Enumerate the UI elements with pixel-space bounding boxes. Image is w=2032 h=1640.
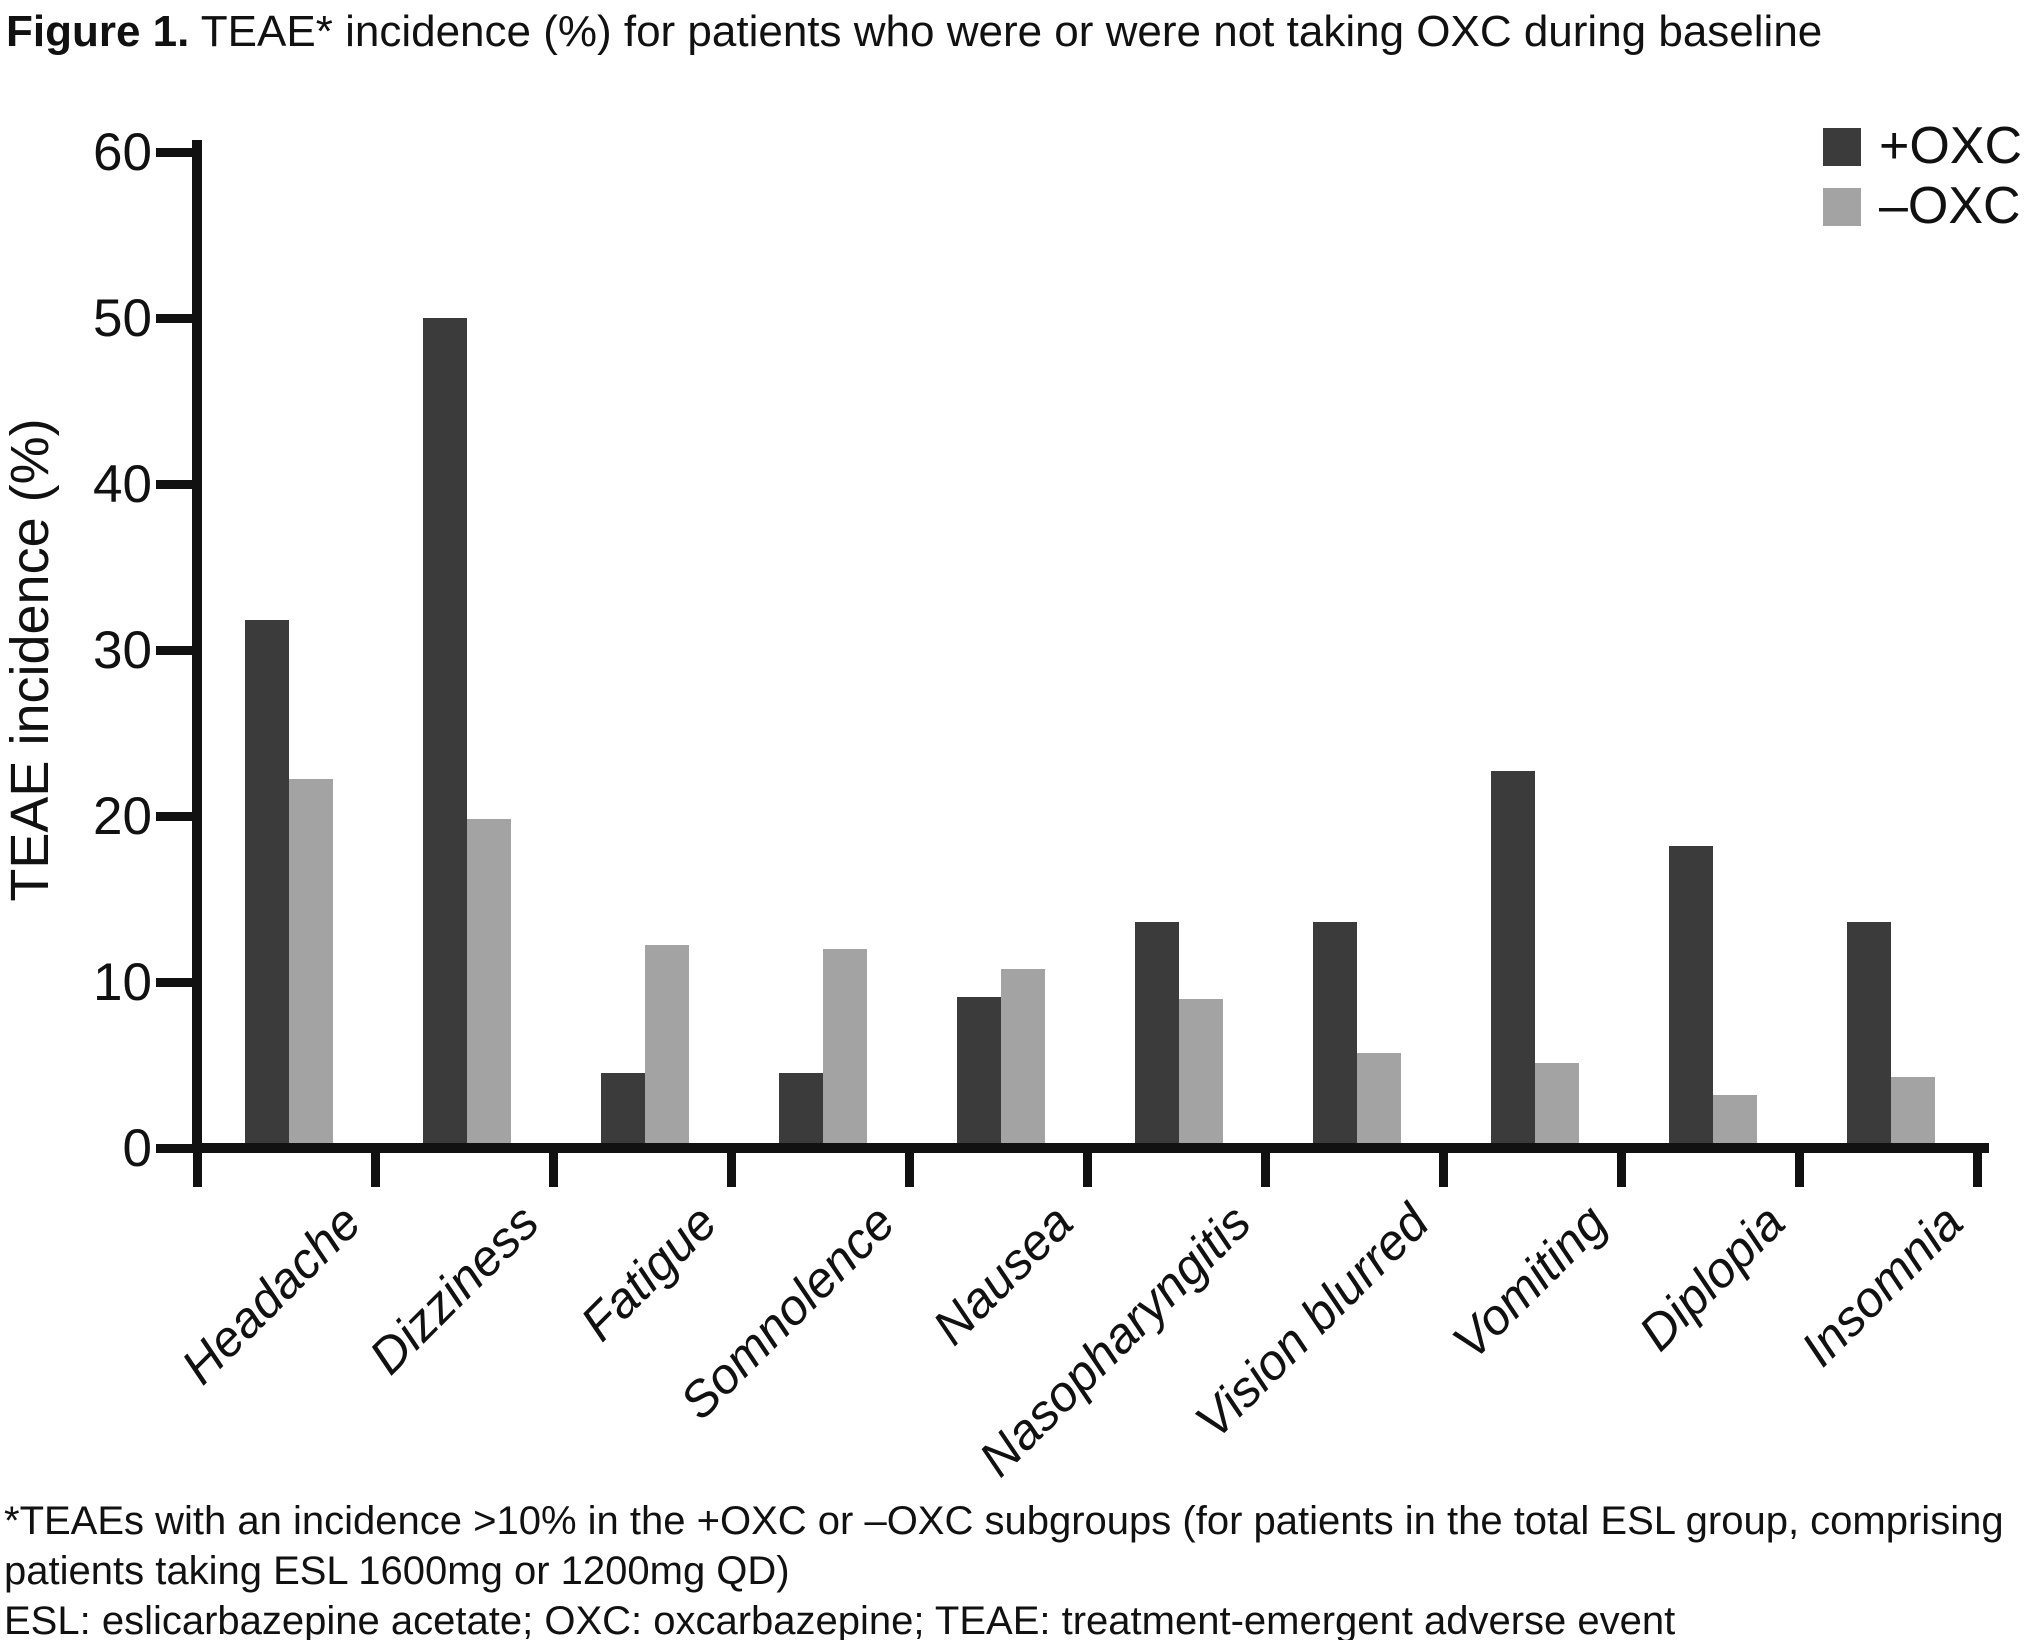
y-tick-label-50: 50 bbox=[93, 289, 152, 348]
y-tick-label-20: 20 bbox=[93, 787, 152, 846]
bar-OXC-vomiting bbox=[1535, 1063, 1579, 1148]
bar-OXC-diplopia bbox=[1669, 845, 1713, 1148]
footnote-abbreviations: ESL: eslicarbazepine acetate; OXC: oxcar… bbox=[4, 1599, 1676, 1640]
x-axis-line bbox=[192, 1143, 1989, 1153]
legend-item-OXC: –OXC bbox=[1823, 180, 2023, 232]
bar-OXC-somnolence bbox=[779, 1073, 823, 1148]
bar-OXC-nausea bbox=[1001, 968, 1045, 1148]
x-tick-1 bbox=[370, 1151, 380, 1187]
bar-OXC-vision-blurred bbox=[1357, 1053, 1401, 1148]
bar-OXC-diplopia bbox=[1713, 1094, 1757, 1148]
legend-item-OXC: +OXC bbox=[1823, 120, 2023, 172]
x-tick-8 bbox=[1616, 1151, 1626, 1187]
legend-label-OXC: +OXC bbox=[1879, 117, 2023, 175]
bar-OXC-vision-blurred bbox=[1313, 922, 1357, 1148]
x-tick-10 bbox=[1972, 1151, 1982, 1187]
bar-OXC-nausea bbox=[957, 996, 1001, 1148]
y-tick-60 bbox=[156, 147, 192, 157]
bar-OXC-nasopharyngitis bbox=[1179, 998, 1223, 1148]
bar-OXC-headache bbox=[245, 620, 289, 1148]
bar-OXC-fatigue bbox=[601, 1073, 645, 1148]
y-tick-label-10: 10 bbox=[93, 953, 152, 1012]
bar-OXC-dizziness bbox=[467, 819, 511, 1148]
figure-title-text: TEAE* incidence (%) for patients who wer… bbox=[189, 7, 1823, 56]
y-tick-label-40: 40 bbox=[93, 455, 152, 514]
y-tick-20 bbox=[156, 811, 192, 821]
bar-OXC-somnolence bbox=[823, 948, 867, 1148]
y-tick-10 bbox=[156, 977, 192, 987]
legend-swatch-OXC bbox=[1823, 128, 1861, 166]
bar-OXC-insomnia bbox=[1891, 1076, 1935, 1148]
figure-title: Figure 1. TEAE* incidence (%) for patien… bbox=[6, 7, 1823, 56]
legend-swatch-OXC bbox=[1823, 188, 1861, 226]
legend-label-OXC: –OXC bbox=[1879, 177, 2021, 235]
bar-OXC-fatigue bbox=[645, 945, 689, 1148]
x-tick-7 bbox=[1438, 1151, 1448, 1187]
y-tick-label-30: 30 bbox=[93, 621, 152, 680]
bar-OXC-insomnia bbox=[1847, 922, 1891, 1148]
bar-OXC-nasopharyngitis bbox=[1135, 922, 1179, 1148]
y-tick-30 bbox=[156, 645, 192, 655]
y-axis-line bbox=[192, 140, 202, 1153]
y-tick-label-0: 0 bbox=[122, 1119, 152, 1178]
y-tick-40 bbox=[156, 479, 192, 489]
x-tick-3 bbox=[726, 1151, 736, 1187]
bar-OXC-dizziness bbox=[423, 318, 467, 1148]
x-tick-6 bbox=[1260, 1151, 1270, 1187]
bar-OXC-vomiting bbox=[1491, 771, 1535, 1148]
x-tick-2 bbox=[548, 1151, 558, 1187]
y-tick-label-60: 60 bbox=[93, 123, 152, 182]
y-tick-0 bbox=[156, 1143, 192, 1153]
x-tick-9 bbox=[1794, 1151, 1804, 1187]
x-tick-4 bbox=[904, 1151, 914, 1187]
y-tick-50 bbox=[156, 313, 192, 323]
footnote-asterisk: *TEAEs with an incidence >10% in the +OX… bbox=[4, 1499, 2004, 1593]
figure-number-label: Figure 1. bbox=[6, 7, 190, 56]
x-tick-5 bbox=[1082, 1151, 1092, 1187]
x-tick-0 bbox=[192, 1151, 202, 1187]
bar-OXC-headache bbox=[289, 779, 333, 1148]
